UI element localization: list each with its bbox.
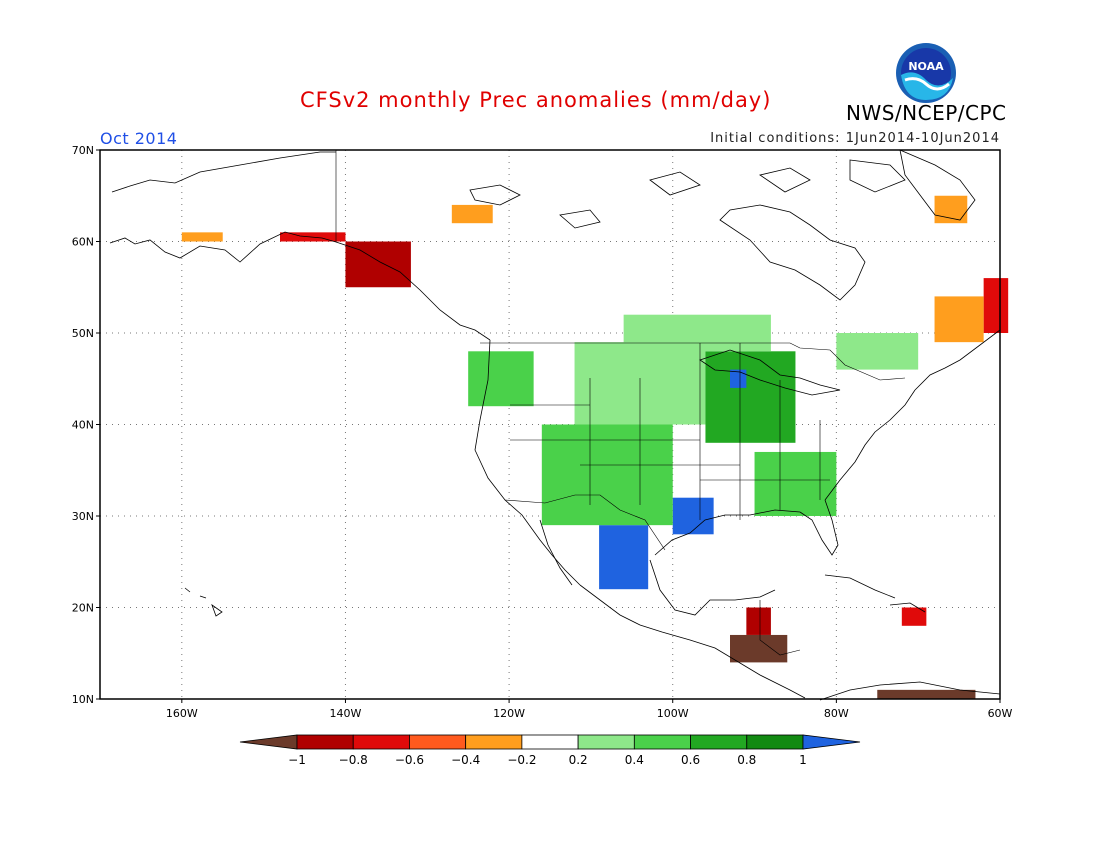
color-legend: −1 −0.8 −0.6 −0.4 −0.2 0.2 0.4 0.6 0.8 1 bbox=[239, 734, 861, 767]
lat-label: 60N bbox=[72, 236, 94, 249]
baja-coast bbox=[539, 519, 573, 586]
chart-title: CFSv2 monthly Prec anomalies (mm/day) bbox=[300, 88, 772, 112]
legend-level-label: 0.8 bbox=[737, 753, 756, 767]
lat-label: 20N bbox=[72, 602, 94, 615]
noaa-logo: NOAA bbox=[896, 43, 956, 103]
lat-label: 10N bbox=[72, 693, 94, 706]
anomaly-central-america-brown bbox=[730, 634, 788, 663]
greenland-coast bbox=[899, 149, 976, 221]
lon-label: 140W bbox=[330, 707, 362, 720]
longitude-labels: 160W 140W 120W 100W 80W 60W bbox=[166, 699, 1013, 720]
mexico-west-coast bbox=[579, 584, 806, 699]
legend-swatch bbox=[409, 734, 467, 750]
anomaly-labrador-east bbox=[983, 278, 1009, 333]
florida-coast bbox=[799, 499, 839, 556]
legend-level-label: −0.4 bbox=[451, 753, 480, 767]
anomaly-quebec-green bbox=[836, 333, 919, 370]
legend-arrow-high bbox=[802, 734, 861, 750]
us-state-grid bbox=[510, 343, 830, 520]
anomaly-cells bbox=[181, 195, 1009, 699]
initial-conditions-label: Initial conditions: 1Jun2014-10Jun2014 bbox=[710, 131, 1000, 146]
gulf-coast bbox=[649, 559, 776, 616]
lon-label: 80W bbox=[824, 707, 849, 720]
latitude-labels: 70N 60N 50N 40N 30N 20N 10N bbox=[72, 144, 100, 706]
texas-gulf-coast bbox=[654, 509, 801, 556]
anomaly-baffin-south bbox=[934, 195, 968, 224]
anomaly-southwest-green bbox=[541, 424, 673, 526]
legend-level-label: −1 bbox=[288, 753, 306, 767]
anomaly-venezuela-brown bbox=[877, 689, 976, 699]
legend-level-label: 0.4 bbox=[625, 753, 644, 767]
political-borders bbox=[335, 150, 906, 656]
anomaly-texas-blue bbox=[672, 497, 714, 535]
anomaly-upper-midwest-blue bbox=[730, 369, 747, 388]
legend-swatch bbox=[465, 734, 523, 750]
canada-east-coast bbox=[914, 329, 1001, 391]
us-east-coast bbox=[824, 389, 916, 501]
legend-swatch bbox=[296, 734, 354, 750]
us-mexico-border bbox=[504, 494, 666, 551]
legend-swatch bbox=[746, 734, 804, 750]
legend-swatch bbox=[577, 734, 635, 750]
arctic-islands bbox=[469, 159, 906, 229]
lon-label: 60W bbox=[988, 707, 1013, 720]
legend-swatch bbox=[690, 734, 748, 750]
legend-level-label: −0.6 bbox=[395, 753, 424, 767]
legend-arrow-low bbox=[239, 734, 298, 750]
noaa-logo-text: NOAA bbox=[908, 60, 944, 73]
hawaii-islands bbox=[184, 587, 223, 617]
legend-level-label: 0.2 bbox=[569, 753, 588, 767]
coastlines bbox=[109, 149, 1001, 701]
central-america-border bbox=[759, 600, 801, 656]
pacific-coast-canada bbox=[335, 241, 491, 341]
anomaly-pacific-northwest-green bbox=[468, 351, 534, 407]
anomaly-western-alaska bbox=[181, 232, 223, 242]
legend-level-label: −0.8 bbox=[339, 753, 368, 767]
alaska-coast bbox=[109, 231, 337, 263]
anomaly-great-lakes bbox=[705, 351, 796, 443]
lat-label: 50N bbox=[72, 327, 94, 340]
anomaly-hudson-bay-north bbox=[451, 204, 493, 224]
hispaniola-coast bbox=[889, 602, 926, 613]
lat-label: 30N bbox=[72, 510, 94, 523]
org-label: NWS/NCEP/CPC bbox=[846, 101, 1007, 125]
lon-label: 160W bbox=[166, 707, 198, 720]
lon-label: 100W bbox=[657, 707, 689, 720]
anomaly-canada-prairie-green bbox=[623, 314, 771, 352]
legend-swatch bbox=[521, 734, 579, 750]
legend-swatch bbox=[352, 734, 410, 750]
anomaly-caribbean-red bbox=[901, 607, 927, 626]
anomaly-labrador-orange bbox=[934, 296, 984, 343]
lat-label: 70N bbox=[72, 144, 94, 157]
legend-level-label: 0.6 bbox=[681, 753, 700, 767]
legend-swatch bbox=[633, 734, 691, 750]
south-america-coast bbox=[819, 681, 1001, 701]
anomaly-southeast-green bbox=[754, 451, 837, 516]
us-canada-border bbox=[480, 342, 906, 381]
cuba-coast bbox=[824, 574, 896, 599]
hudson-bay-coast bbox=[719, 204, 866, 301]
legend-level-label: −0.2 bbox=[507, 753, 536, 767]
anomaly-central-america-red bbox=[746, 607, 771, 635]
anomaly-mexico-northwest-blue bbox=[599, 525, 649, 590]
legend-level-label: 1 bbox=[799, 753, 807, 767]
lat-label: 40N bbox=[72, 419, 94, 432]
month-label: Oct 2014 bbox=[100, 129, 178, 148]
lon-label: 120W bbox=[493, 707, 525, 720]
alaska-north-coast bbox=[111, 151, 336, 193]
